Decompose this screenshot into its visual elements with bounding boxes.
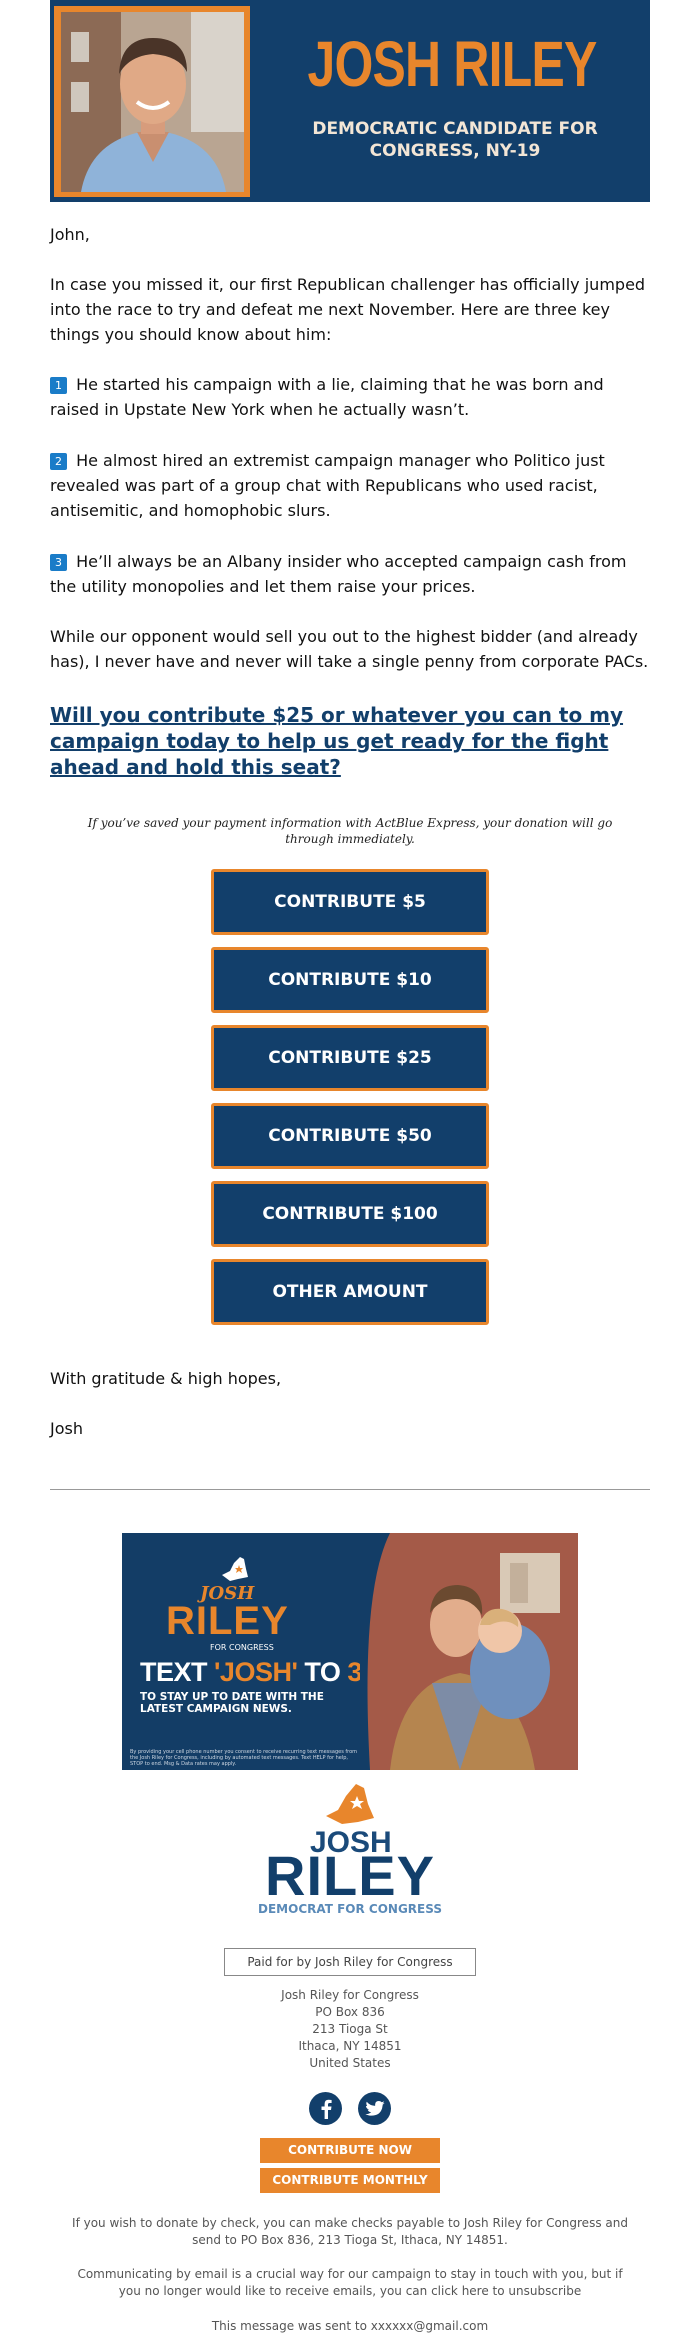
candidate-photo-frame	[54, 6, 250, 197]
contribute-10-button[interactable]: CONTRIBUTE $10	[211, 947, 489, 1013]
candidate-name: JOSH RILEY	[307, 28, 597, 100]
greeting: John,	[50, 225, 90, 244]
point-1: 1 He started his campaign with a lie, cl…	[50, 372, 650, 422]
promo-logo-subtitle: FOR CONGRESS	[210, 1643, 274, 1652]
sent-to-note: This message was sent to xxxxxx@gmail.co…	[211, 2319, 489, 2333]
candidate-photo	[61, 12, 244, 192]
mailing-address: Josh Riley for Congress PO Box 836 213 T…	[200, 1987, 500, 2072]
contribute-100-button[interactable]: CONTRIBUTE $100	[211, 1181, 489, 1247]
number-1-badge: 1	[50, 377, 67, 394]
address-line: Josh Riley for Congress	[281, 1988, 419, 2002]
address-line: 213 Tioga St	[312, 2022, 388, 2036]
point-3: 3 He’ll always be an Albany insider who …	[50, 549, 650, 599]
new-york-state-icon	[222, 1557, 248, 1581]
contribute-50-button[interactable]: CONTRIBUTE $50	[211, 1103, 489, 1169]
other-amount-button[interactable]: OTHER AMOUNT	[211, 1259, 489, 1325]
actblue-express-note: If you’ve saved your payment information…	[87, 816, 613, 846]
footer-logo: JOSH RILEY DEMOCRAT FOR CONGRESS	[240, 1782, 460, 1922]
signature: Josh	[50, 1419, 83, 1438]
number-3-badge: 3	[50, 554, 67, 571]
candidate-subtitle: DEMOCRATIC CANDIDATE FOR CONGRESS, NY-19	[312, 119, 598, 161]
intro-paragraph: In case you missed it, our first Republi…	[50, 275, 646, 344]
footer-logo-tagline: DEMOCRAT FOR CONGRESS	[258, 1902, 442, 1916]
footer-logo-riley: RILEY	[265, 1844, 435, 1907]
contribute-5-button[interactable]: CONTRIBUTE $5	[211, 869, 489, 935]
signoff: With gratitude & high hopes,	[50, 1369, 282, 1388]
text-signup-promo[interactable]: JOSH RILEY FOR CONGRESS TEXT 'JOSH' TO 3…	[122, 1533, 578, 1770]
new-york-state-logo-icon	[326, 1784, 374, 1824]
point-2-text: He almost hired an extremist campaign ma…	[50, 451, 605, 520]
closing-paragraph: While our opponent would sell you out to…	[50, 627, 649, 671]
promo-logo-riley: RILEY	[166, 1599, 289, 1643]
promo-family-photo	[360, 1533, 578, 1770]
header-banner: JOSH RILEY DEMOCRATIC CANDIDATE FOR CONG…	[50, 0, 650, 202]
twitter-icon[interactable]	[358, 2092, 391, 2125]
unsubscribe-note[interactable]: Communicating by email is a crucial way …	[77, 2267, 623, 2298]
contribute-ask-link[interactable]: Will you contribute $25 or whatever you …	[50, 703, 624, 779]
promo-fine-print: By providing your cell phone number you …	[130, 1749, 358, 1767]
check-donation-note: If you wish to donate by check, you can …	[72, 2216, 628, 2247]
address-line: United States	[309, 2056, 391, 2070]
point-1-text: He started his campaign with a lie, clai…	[50, 375, 604, 419]
point-2: 2 He almost hired an extremist campaign …	[50, 448, 650, 523]
contribute-monthly-button[interactable]: CONTRIBUTE MONTHLY	[260, 2168, 440, 2193]
contribute-25-button[interactable]: CONTRIBUTE $25	[211, 1025, 489, 1091]
facebook-icon[interactable]	[309, 2092, 342, 2125]
paid-for-box: Paid for by Josh Riley for Congress	[224, 1948, 476, 1976]
contribute-now-button[interactable]: CONTRIBUTE NOW	[260, 2138, 440, 2163]
footer-logo-josh: JOSH	[310, 1826, 392, 1859]
point-3-text: He’ll always be an Albany insider who ac…	[50, 552, 627, 596]
address-line: PO Box 836	[315, 2005, 385, 2019]
promo-logo-josh: JOSH	[200, 1583, 255, 1604]
address-line: Ithaca, NY 14851	[298, 2039, 402, 2053]
number-2-badge: 2	[50, 453, 67, 470]
promo-subtext: TO STAY UP TO DATE WITH THE LATEST CAMPA…	[140, 1691, 324, 1715]
divider	[50, 1489, 650, 1490]
